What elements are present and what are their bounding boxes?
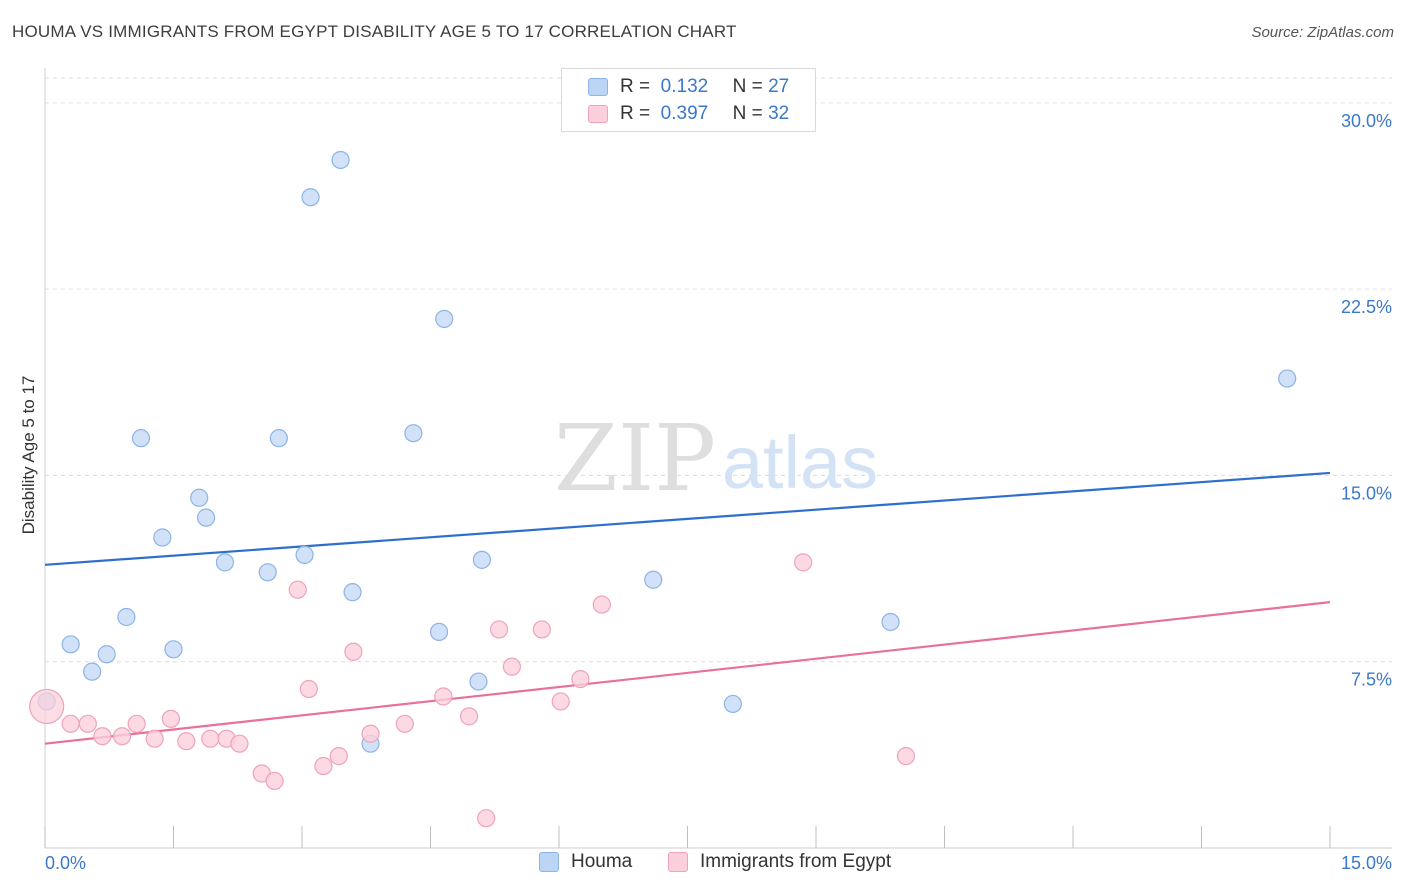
egypt-point <box>489 620 509 639</box>
houma-point <box>723 694 743 714</box>
y-axis-label: Disability Age 5 to 17 <box>19 376 38 535</box>
egypt-point <box>434 687 453 706</box>
egypt-point <box>230 734 249 753</box>
egypt-point <box>344 642 363 661</box>
legend-r-label: R = <box>620 76 651 97</box>
houma-swatch <box>539 852 559 872</box>
legend-swatch-egypt <box>588 105 608 123</box>
houma-point <box>429 622 449 642</box>
watermark-atlas: atlas <box>722 421 878 504</box>
egypt-point <box>329 746 348 766</box>
egypt-point <box>502 657 521 676</box>
x-tick-label: 15.0% <box>1341 853 1392 873</box>
egypt-swatch <box>668 852 688 872</box>
egypt-trend-line <box>44 601 1331 745</box>
y-tick-label: 30.0% <box>1341 111 1392 131</box>
houma-point <box>1278 369 1297 388</box>
houma-point <box>153 528 172 547</box>
legend-n-value: 27 <box>768 76 790 97</box>
egypt-point <box>571 669 590 689</box>
egypt-point <box>477 809 496 828</box>
series-legend: Houma Immigrants from Egypt <box>0 851 1406 879</box>
legend-n-label: N = <box>732 103 763 124</box>
data-points <box>29 150 1297 828</box>
egypt-point <box>177 732 196 751</box>
egypt-point <box>395 714 414 733</box>
houma-point <box>435 309 454 329</box>
chart-title: HOUMA VS IMMIGRANTS FROM EGYPT DISABILIT… <box>12 22 737 41</box>
egypt-point <box>592 595 611 614</box>
egypt-point <box>61 714 80 733</box>
y-tick-label: 7.5% <box>1351 670 1392 690</box>
trend-lines <box>44 471 1331 745</box>
houma-point <box>331 150 350 170</box>
houma-point <box>117 607 136 627</box>
source-label: Source: ZipAtlas.com <box>1251 24 1394 41</box>
egypt-point <box>551 692 570 711</box>
houma-point <box>164 640 183 659</box>
axes <box>44 68 1392 849</box>
houma-point <box>190 488 209 507</box>
legend-r-label: R = <box>620 103 651 124</box>
houma-label: Houma <box>571 851 633 872</box>
houma-point <box>269 429 288 448</box>
houma-point <box>343 583 362 602</box>
houma-point <box>881 612 900 632</box>
watermark: ZIP atlas <box>554 405 878 512</box>
egypt-point <box>201 729 220 748</box>
houma-point <box>83 662 102 681</box>
houma-point <box>215 553 234 572</box>
houma-point <box>196 508 216 527</box>
houma-trend-line <box>44 471 1331 566</box>
egypt-label: Immigrants from Egypt <box>700 851 892 872</box>
houma-point <box>295 545 314 565</box>
houma-point <box>61 635 80 654</box>
egypt-point <box>299 679 318 699</box>
stats-legend: R = 0.132 N = 27 R = 0.397 N = 32 <box>561 68 816 132</box>
egypt-point <box>314 756 333 776</box>
grid-lines <box>45 77 1392 663</box>
egypt-point <box>112 727 132 746</box>
egypt-point <box>127 714 146 733</box>
legend-r-value: 0.132 <box>660 76 709 97</box>
egypt-point <box>161 709 181 728</box>
egypt-point <box>145 729 164 748</box>
legend-n-value: 32 <box>768 103 790 124</box>
houma-point <box>472 550 491 569</box>
houma-point <box>404 424 423 443</box>
egypt-point <box>29 688 65 725</box>
houma-point <box>258 563 277 582</box>
houma-point <box>97 645 116 664</box>
egypt-point <box>459 707 479 726</box>
tick-labels: 7.5% 15.0% 22.5% 30.0% 0.0% 15.0% <box>45 111 1392 873</box>
egypt-point <box>78 714 97 733</box>
y-tick-label: 22.5% <box>1341 297 1392 317</box>
legend-n-label: N = <box>732 76 763 97</box>
legend-r-value: 0.397 <box>660 103 709 124</box>
legend-row-egypt: R = 0.397 N = 32 <box>588 102 789 126</box>
egypt-point <box>93 727 112 746</box>
x-tick-label: 0.0% <box>45 853 86 873</box>
houma-point <box>644 570 663 589</box>
legend-row-houma: R = 0.132 N = 27 <box>588 75 789 99</box>
houma-point <box>469 672 488 691</box>
houma-point <box>301 188 320 207</box>
y-tick-label: 15.0% <box>1341 483 1392 503</box>
legend-item-egypt: Immigrants from Egypt <box>668 851 891 873</box>
houma-point <box>131 429 151 448</box>
watermark-zip: ZIP <box>554 405 716 512</box>
egypt-point <box>532 620 551 639</box>
egypt-point <box>288 580 307 599</box>
legend-item-houma: Houma <box>539 851 632 873</box>
legend-swatch-houma <box>588 78 608 96</box>
egypt-point <box>896 746 916 766</box>
egypt-point <box>794 553 813 572</box>
egypt-point <box>265 771 284 791</box>
egypt-point <box>361 724 380 743</box>
